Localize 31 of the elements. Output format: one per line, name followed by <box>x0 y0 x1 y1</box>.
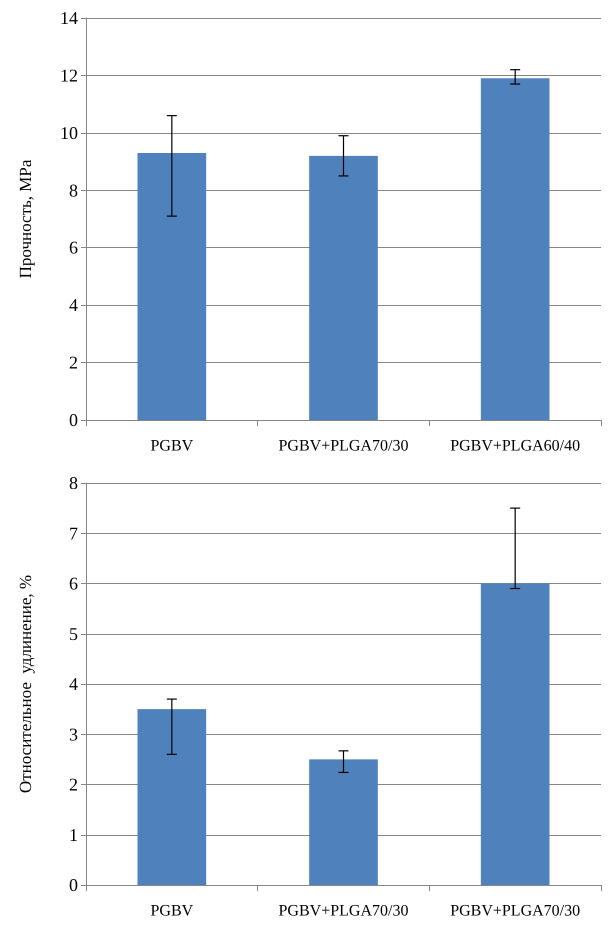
y-tick-label: 5 <box>69 624 78 644</box>
y-tick-label: 12 <box>60 65 78 86</box>
x-tick-label: PGBV <box>150 438 194 454</box>
y-tick-label: 3 <box>69 724 78 744</box>
bar <box>309 759 378 885</box>
bar <box>480 78 550 420</box>
y-tick-label: 8 <box>69 180 78 200</box>
y-tick-label: 7 <box>69 523 78 544</box>
bar <box>309 156 378 420</box>
y-tick-label: 8 <box>69 473 78 493</box>
y-tick-label: 10 <box>60 122 78 143</box>
y-tick-label: 4 <box>69 295 78 316</box>
y-tick-label: 6 <box>69 574 78 594</box>
y-tick-label: 0 <box>69 875 78 895</box>
bar <box>138 152 206 420</box>
bar <box>480 584 550 885</box>
x-tick-label: PGBV+PLGA70/30 <box>450 902 580 920</box>
x-tick-label: PGBV+PLGA70/30 <box>278 438 408 454</box>
y-tick-label: 14 <box>60 8 78 28</box>
y-tick-label: 2 <box>69 774 78 794</box>
x-tick-label: PGBV+PLGA60/40 <box>450 438 580 454</box>
x-tick-label: PGBV <box>150 902 194 920</box>
y-tick-label: 2 <box>69 352 78 373</box>
y-axis-title: Относительное удлинение, % <box>16 574 35 794</box>
y-tick-label: 1 <box>69 824 78 845</box>
y-tick-label: 4 <box>69 674 78 694</box>
x-tick-label: PGBV+PLGA70/30 <box>278 902 408 920</box>
bar <box>138 709 206 885</box>
y-tick-label: 0 <box>69 410 78 430</box>
y-axis-title: Прочность, МPa <box>16 159 35 278</box>
y-tick-label: 6 <box>69 238 78 258</box>
